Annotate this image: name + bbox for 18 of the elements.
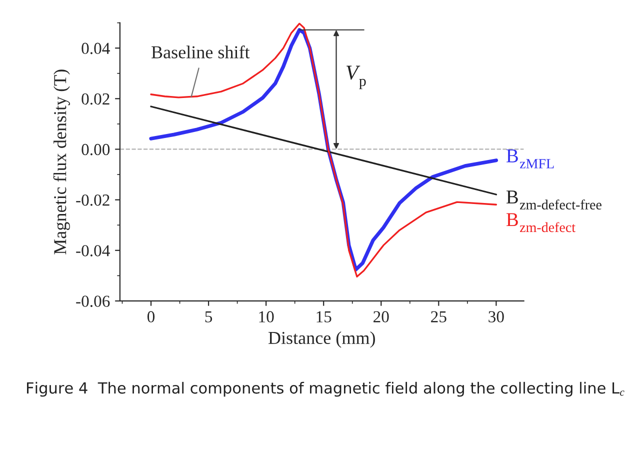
y-tick-label: 0.00 — [82, 144, 110, 156]
y-axis-title: Magnetic flux density (T) — [53, 70, 70, 254]
x-tick-label: 5 — [205, 311, 212, 322]
x-tick-label: 20 — [374, 311, 389, 322]
caption: Figure 4 The normal components of magnetic field along the collecting line L$_{c}$ — [27, 382, 624, 397]
annotation: Baseline shift — [152, 45, 250, 58]
y-tick-label: -0.04 — [76, 245, 110, 256]
x-tick-label: 15 — [316, 311, 332, 322]
y-tick-label: 0.04 — [82, 42, 110, 54]
x-tick-label: 25 — [431, 311, 446, 322]
y-tick-label: 0.02 — [82, 93, 110, 105]
x-tick-label: 0 — [147, 311, 155, 322]
x-tick-label: 10 — [259, 311, 274, 322]
y-tick-label: -0.02 — [76, 194, 110, 206]
x-tick-label: 30 — [488, 311, 504, 322]
y-tick-label: -0.06 — [76, 296, 110, 307]
x-axis-title: Distance (mm) — [268, 331, 375, 348]
annotation: Vp — [346, 66, 366, 90]
